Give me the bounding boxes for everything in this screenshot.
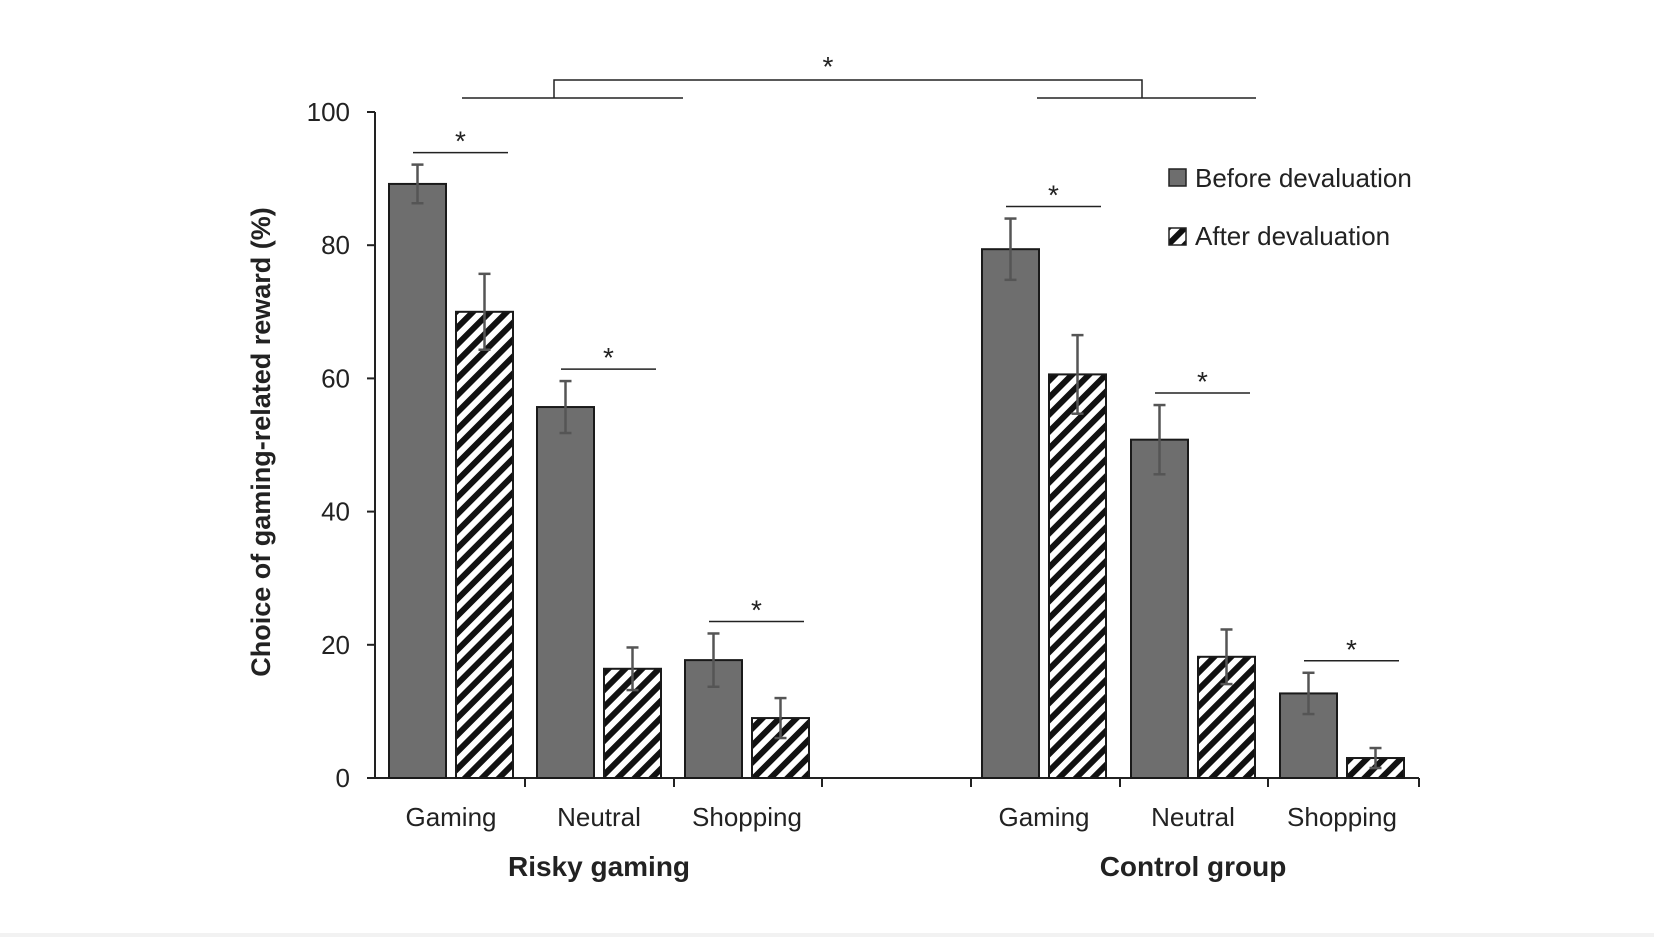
legend: Before devaluation After devaluation [1168,163,1412,251]
y-tick-label: 60 [321,363,350,393]
category-label: Neutral [1151,802,1235,832]
group-label: Control group [1100,851,1287,882]
category-label: Gaming [405,802,496,832]
y-tick-label: 80 [321,230,350,260]
y-tick-label: 100 [307,97,350,127]
significance-star: * [1197,366,1208,397]
legend-label-after: After devaluation [1195,221,1390,251]
significance-star: * [1346,634,1357,665]
group-comparison-star: * [823,51,834,82]
category-label: Shopping [1287,802,1397,832]
bar-after [455,310,514,779]
bar-before [388,182,447,780]
significance-star: * [455,126,466,157]
bar-before [981,248,1040,780]
group-label: Risky gaming [508,851,690,882]
legend-swatch-after [1168,227,1187,246]
bottom-band [0,933,1654,937]
legend-swatch-before [1168,168,1187,187]
bar-after [1048,373,1107,779]
significance-star: * [1048,180,1059,211]
significance-star: * [603,342,614,373]
significance-star: * [751,594,762,625]
y-tick-label: 0 [336,763,350,793]
bracket-connector [553,79,1143,98]
y-axis-label: Choice of gaming-related reward (%) [246,207,276,677]
group-comparison-bracket: * [462,51,1256,99]
y-tick-label: 40 [321,497,350,527]
category-label: Gaming [998,802,1089,832]
bar-before [1130,438,1189,779]
category-label: Neutral [557,802,641,832]
y-tick-label: 20 [321,630,350,660]
category-label: Shopping [692,802,802,832]
bar-before [536,406,595,779]
legend-label-before: Before devaluation [1195,163,1412,193]
